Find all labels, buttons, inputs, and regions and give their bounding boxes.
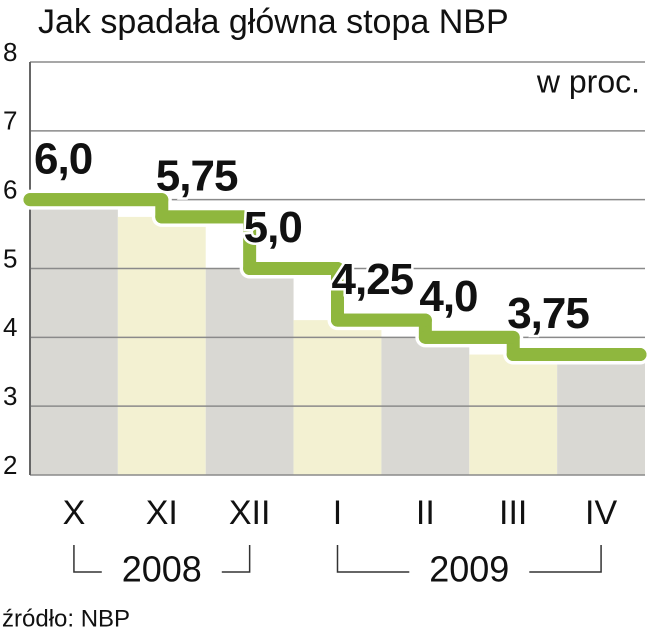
column [293, 320, 382, 475]
y-tick-label: 2 [3, 450, 17, 480]
y-tick-label: 6 [3, 175, 17, 205]
value-label: 5,75 [156, 152, 238, 201]
x-tick-label: II [416, 494, 435, 532]
group-bracket [73, 545, 251, 573]
chart-title: Jak spadała główna stopa NBP [38, 3, 509, 41]
x-tick-label: XI [146, 494, 178, 532]
group-bracket [336, 545, 602, 573]
column [469, 354, 558, 475]
value-label: 4,25 [332, 255, 414, 304]
chart-subtitle: w proc. [536, 63, 640, 99]
source: źródło: NBP [2, 605, 130, 632]
value-label: 3,75 [507, 289, 589, 338]
x-tick-label: III [499, 494, 527, 532]
x-tick-label: I [333, 494, 342, 532]
column [205, 268, 294, 475]
column [117, 216, 206, 475]
value-label: 5,0 [244, 203, 302, 252]
value-label: 6,0 [34, 134, 92, 183]
y-tick-label: 8 [3, 37, 17, 67]
column [557, 354, 645, 475]
y-tick-label: 5 [3, 243, 17, 273]
y-tick-label: 7 [3, 106, 17, 136]
group-label: 2009 [429, 549, 509, 590]
value-label: 4,0 [419, 272, 477, 321]
x-tick-label: IV [585, 494, 617, 532]
x-tick-label: X [63, 494, 86, 532]
y-tick-label: 3 [3, 381, 17, 411]
group-label: 2008 [122, 549, 202, 590]
y-tick-label: 4 [3, 312, 17, 342]
x-tick-label: XII [229, 494, 271, 532]
